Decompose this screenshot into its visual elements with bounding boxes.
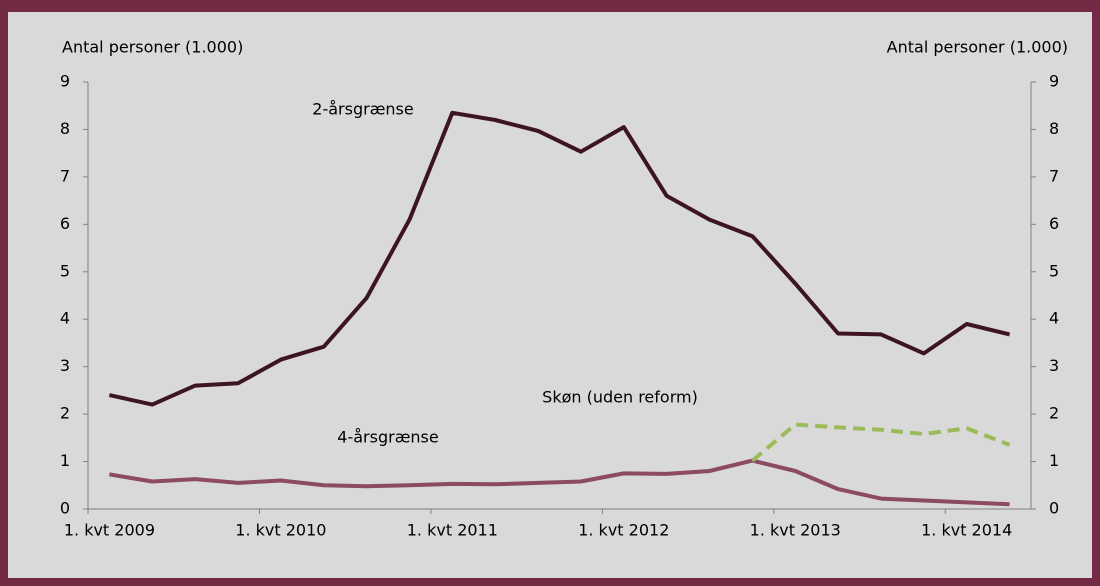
y-tick-label: 2 [60, 404, 70, 423]
x-tick-label: 1. kvt 2012 [578, 521, 669, 540]
x-tick-label: 1. kvt 2014 [921, 521, 1012, 540]
y-tick-label: 9 [60, 72, 70, 91]
y2-tick-label: 5 [1049, 261, 1059, 280]
y-tick-label: 8 [60, 119, 70, 138]
x-tick-label: 1. kvt 2009 [64, 521, 155, 540]
series-line [108, 110, 1011, 407]
x-tick-label: 1. kvt 2010 [235, 521, 326, 540]
y-tick-label: 3 [60, 356, 70, 375]
series-line [751, 422, 1011, 463]
y-tick-label: 7 [60, 166, 70, 185]
series-label: 4-årsgrænse [337, 428, 438, 447]
y-axis-label: Antal personer (1.000) [62, 38, 243, 57]
y-tick-label: 0 [60, 499, 70, 518]
y2-tick-label: 0 [1049, 499, 1059, 518]
y2-tick-label: 2 [1049, 404, 1059, 423]
y-tick-label: 5 [60, 261, 70, 280]
y2-tick-label: 8 [1049, 119, 1059, 138]
y2-tick-label: 7 [1049, 166, 1059, 185]
y-tick-label: 1 [60, 451, 70, 470]
y2-tick-label: 6 [1049, 214, 1059, 233]
y2-tick-label: 9 [1049, 72, 1059, 91]
series-line [109, 458, 1010, 507]
y-tick-label: 4 [60, 309, 70, 328]
x-tick-label: 1. kvt 2013 [750, 521, 841, 540]
y2-tick-label: 3 [1049, 356, 1059, 375]
series-label: Skøn (uden reform) [542, 388, 698, 407]
y2-tick-label: 1 [1049, 451, 1059, 470]
y2-tick-label: 4 [1049, 309, 1059, 328]
series-label: 2-årsgrænse [312, 100, 413, 119]
x-tick-label: 1. kvt 2011 [407, 521, 498, 540]
y-tick-label: 6 [60, 214, 70, 233]
y2-axis-label: Antal personer (1.000) [887, 38, 1068, 57]
